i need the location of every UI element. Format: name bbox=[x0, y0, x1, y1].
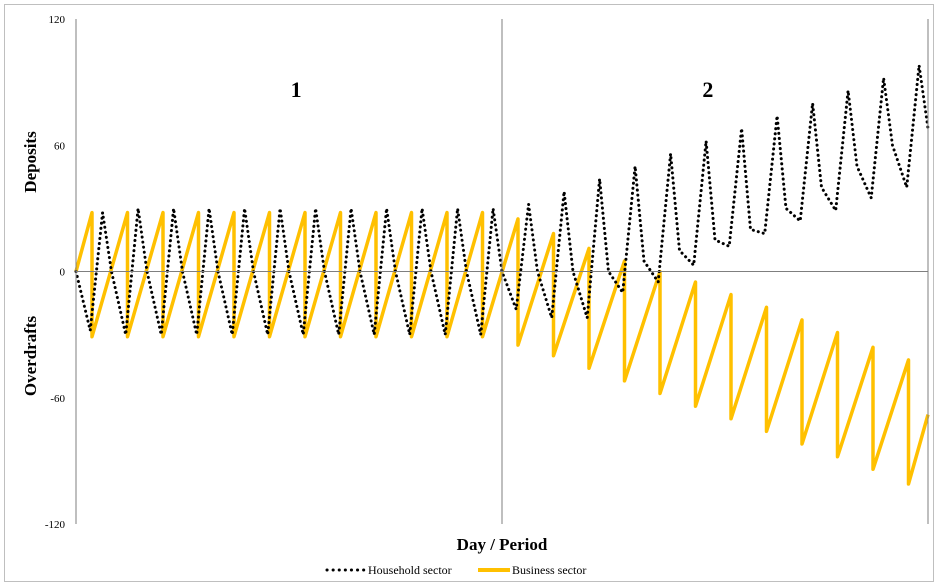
legend-label-business: Business sector bbox=[512, 563, 586, 577]
y-tick-labels: 120 60 0 -60 -120 bbox=[45, 14, 66, 531]
y-tick-label: 120 bbox=[49, 14, 66, 26]
chart-frame bbox=[4, 4, 934, 582]
y-tick-label: 0 bbox=[60, 267, 66, 279]
legend: Household sector Business sector bbox=[325, 563, 586, 577]
y-axis-title-overdrafts: Overdrafts bbox=[21, 315, 40, 396]
series-line-business bbox=[74, 210, 930, 486]
y-axis-title-deposits: Deposits bbox=[21, 131, 40, 193]
phase-label-2: 2 bbox=[702, 77, 713, 102]
legend-label-household: Household sector bbox=[368, 563, 452, 577]
y-tick-label: -120 bbox=[45, 519, 66, 531]
x-axis-title: Day / Period bbox=[457, 535, 548, 554]
phase-label-1: 1 bbox=[291, 77, 302, 102]
y-tick-label: -60 bbox=[50, 393, 65, 405]
y-tick-label: 60 bbox=[54, 140, 66, 152]
